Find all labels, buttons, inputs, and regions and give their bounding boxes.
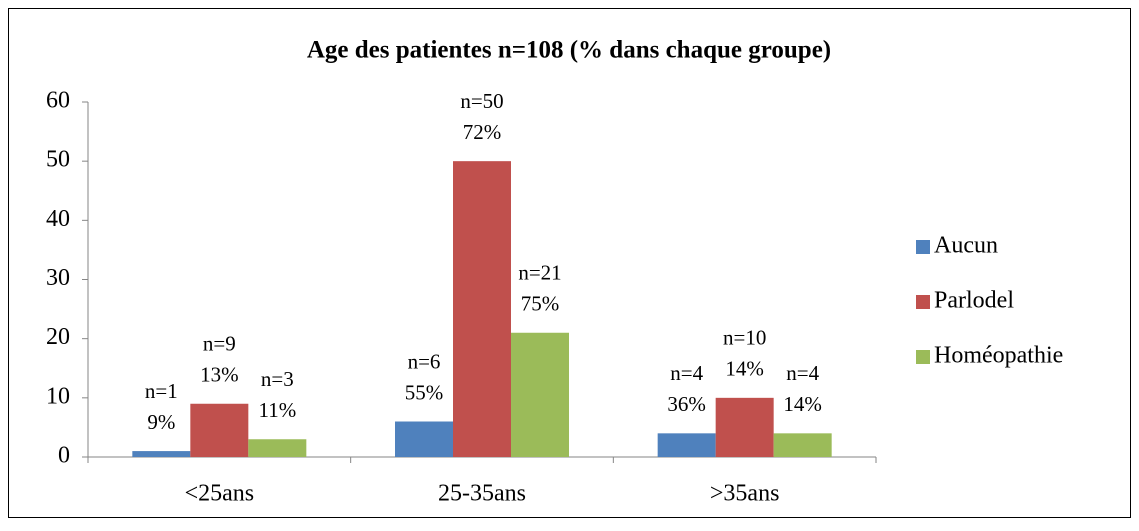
- y-tick-label: 10: [46, 383, 70, 409]
- value-label: n=9: [203, 332, 236, 356]
- y-tick-label: 50: [46, 147, 70, 173]
- y-tick-label: 60: [46, 88, 70, 114]
- percent-label: 55%: [405, 380, 444, 404]
- bar: [715, 397, 774, 457]
- value-label: n=3: [261, 367, 294, 391]
- legend-label: Homéopathie: [934, 343, 1063, 369]
- percent-label: 11%: [258, 398, 296, 422]
- value-label: n=1: [145, 379, 178, 403]
- percent-label: 9%: [147, 410, 175, 434]
- value-label: n=4: [786, 361, 819, 385]
- value-label: n=50: [460, 89, 503, 113]
- bar: [395, 421, 453, 457]
- value-label: n=10: [723, 326, 766, 350]
- bar: [511, 332, 569, 457]
- legend-swatch: [916, 350, 930, 364]
- bar: [453, 161, 511, 457]
- bar: [248, 439, 307, 457]
- percent-label: 14%: [725, 357, 764, 381]
- percent-label: 75%: [521, 292, 560, 316]
- y-tick-label: 20: [46, 324, 70, 350]
- bar: [657, 433, 716, 457]
- value-label: n=4: [670, 361, 703, 385]
- chart-title: Age des patientes n=108 (% dans chaque g…: [307, 37, 831, 64]
- percent-label: 36%: [667, 392, 706, 416]
- legend-label: Aucun: [934, 233, 998, 259]
- bar: [132, 451, 191, 457]
- x-tick-label: <25ans: [185, 481, 255, 507]
- y-tick-label: 40: [46, 206, 70, 232]
- bar: [773, 433, 832, 457]
- value-label: n=21: [518, 261, 561, 285]
- legend-label: Parlodel: [934, 288, 1014, 314]
- percent-label: 72%: [463, 120, 502, 144]
- y-tick-label: 30: [46, 265, 70, 291]
- legend-swatch: [916, 240, 930, 254]
- percent-label: 14%: [783, 392, 822, 416]
- y-tick-label: 0: [58, 443, 70, 469]
- legend-swatch: [916, 295, 930, 309]
- x-tick-label: >35ans: [710, 481, 780, 507]
- x-tick-label: 25-35ans: [438, 481, 526, 507]
- chart-border: [8, 8, 1131, 518]
- percent-label: 13%: [200, 363, 239, 387]
- bar: [190, 403, 249, 457]
- value-label: n=6: [408, 349, 441, 373]
